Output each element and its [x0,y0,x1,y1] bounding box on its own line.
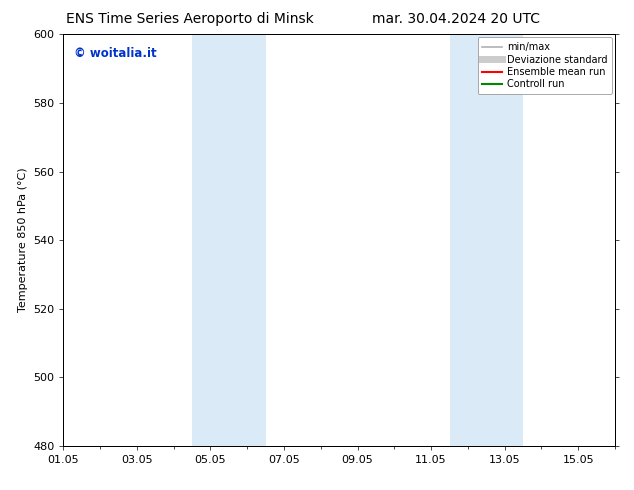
Legend: min/max, Deviazione standard, Ensemble mean run, Controll run: min/max, Deviazione standard, Ensemble m… [477,37,612,94]
Text: ENS Time Series Aeroporto di Minsk: ENS Time Series Aeroporto di Minsk [67,12,314,26]
Text: © woitalia.it: © woitalia.it [74,47,157,60]
Y-axis label: Temperature 850 hPa (°C): Temperature 850 hPa (°C) [18,168,27,313]
Text: mar. 30.04.2024 20 UTC: mar. 30.04.2024 20 UTC [373,12,540,26]
Bar [450,34,523,446]
Bar [192,34,266,446]
